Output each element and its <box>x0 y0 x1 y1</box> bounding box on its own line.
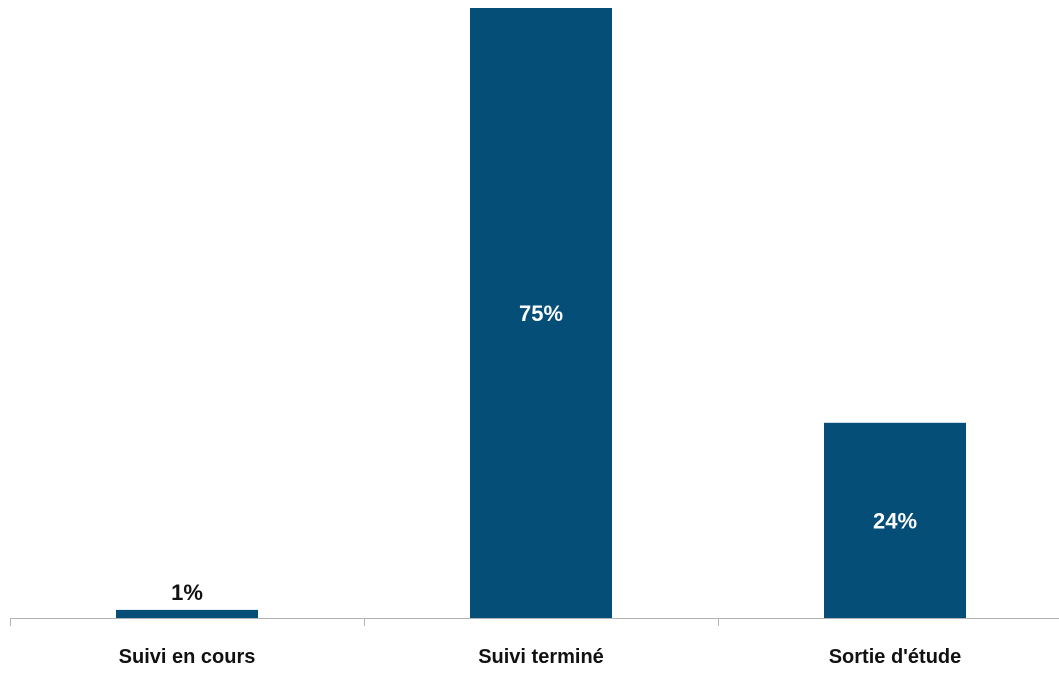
x-tick-label: Suivi terminé <box>478 646 604 668</box>
x-axis <box>10 618 1059 626</box>
x-tick-label: Sortie d'étude <box>829 646 962 668</box>
x-tick-label: Suivi en cours <box>119 646 256 668</box>
data-label: 1% <box>171 580 203 605</box>
bar-1 <box>116 609 258 618</box>
labels-layer: 1% Suivi en cours 75% Suivi terminé 24% Sorti… <box>119 301 962 668</box>
data-label: 24% <box>873 508 917 533</box>
bar-2 <box>470 8 612 618</box>
bar-3 <box>824 422 966 618</box>
data-label: 75% <box>519 301 563 326</box>
bars-layer <box>116 8 966 618</box>
